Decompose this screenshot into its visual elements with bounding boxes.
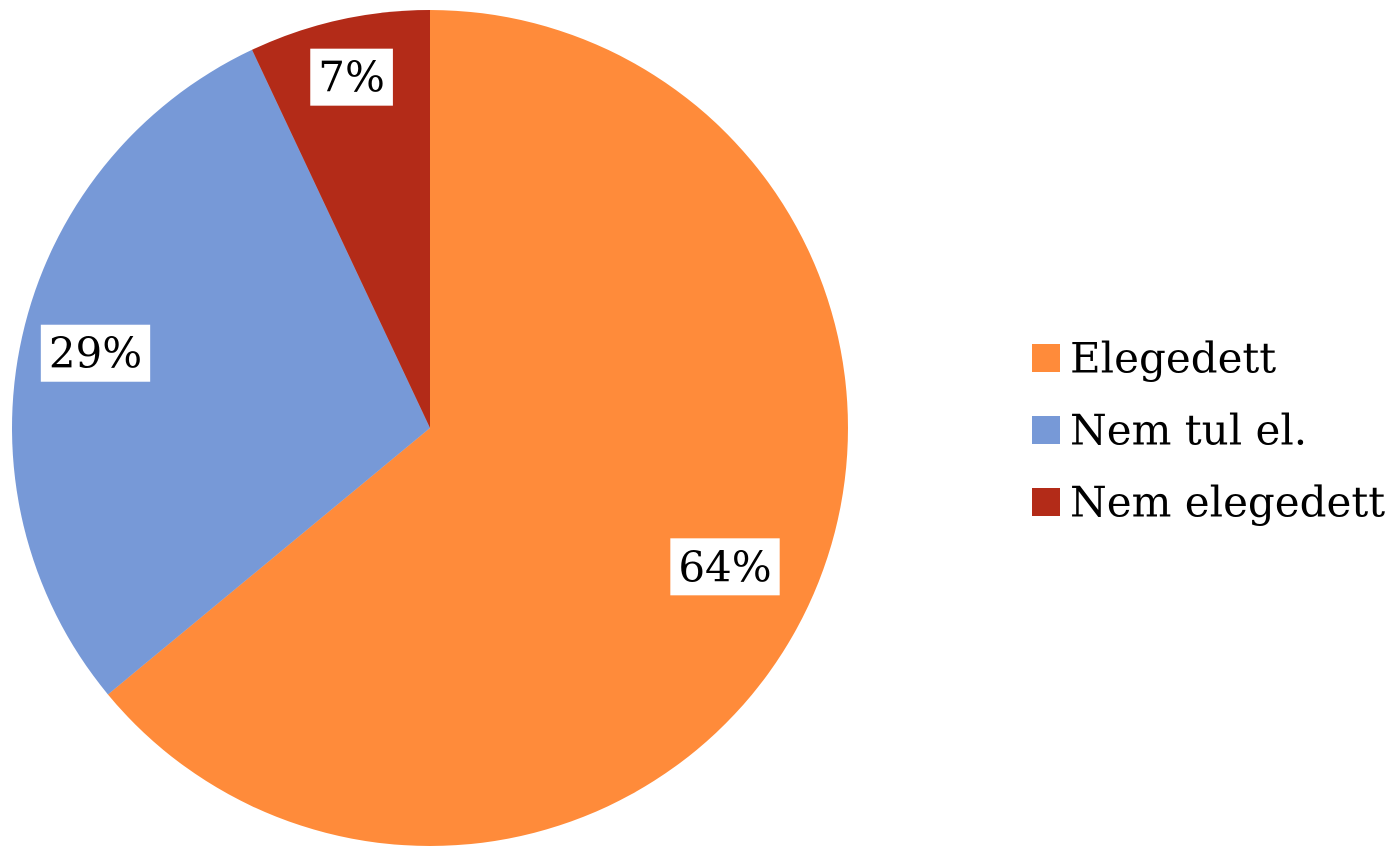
legend-item-nem-elegedett: Nem elegedett [1032,478,1385,527]
pie-data-labels: 64% 29% 7% [40,48,780,596]
data-label-nem-elegedett: 7% [310,48,393,106]
pie-slice-elegedett [107,10,848,846]
pie-slice-nem-tul-el [12,49,431,695]
data-label-text: 29% [49,329,142,378]
data-label-box [310,48,393,106]
legend-item-nem-tul-el: Nem tul el. [1032,406,1307,455]
data-label-text: 64% [678,542,771,591]
data-label-nem-tul-el: 29% [40,324,151,382]
legend-label: Nem tul el. [1070,406,1307,455]
pie-slices [12,9,848,846]
legend-label: Elegedett [1070,334,1276,383]
legend-item-elegedett: Elegedett [1032,334,1276,383]
data-label-elegedett: 64% [670,538,780,596]
legend-swatch [1032,488,1060,516]
data-label-box [40,324,151,382]
data-label-text: 7% [318,53,385,102]
legend-swatch [1032,416,1060,444]
legend: Elegedett Nem tul el. Nem elegedett [1032,334,1385,527]
pie-slice-nem-elegedett [252,9,430,428]
data-label-box [670,538,780,596]
legend-label: Nem elegedett [1070,478,1385,527]
legend-swatch [1032,344,1060,372]
